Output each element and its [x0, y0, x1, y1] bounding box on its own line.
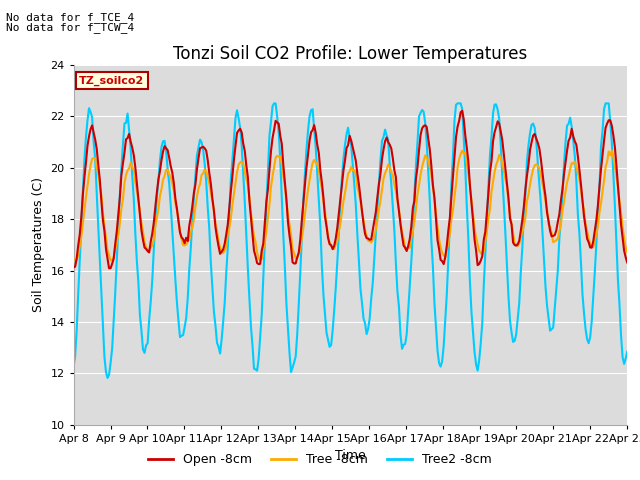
Text: No data for f_TCE_4: No data for f_TCE_4 [6, 12, 134, 23]
Legend: Open -8cm, Tree -8cm, Tree2 -8cm: Open -8cm, Tree -8cm, Tree2 -8cm [143, 448, 497, 471]
X-axis label: Time: Time [335, 449, 366, 462]
Title: Tonzi Soil CO2 Profile: Lower Temperatures: Tonzi Soil CO2 Profile: Lower Temperatur… [173, 45, 527, 63]
Y-axis label: Soil Temperatures (C): Soil Temperatures (C) [32, 177, 45, 312]
Text: No data for f_TCW_4: No data for f_TCW_4 [6, 22, 134, 33]
Text: TZ_soilco2: TZ_soilco2 [79, 76, 145, 86]
